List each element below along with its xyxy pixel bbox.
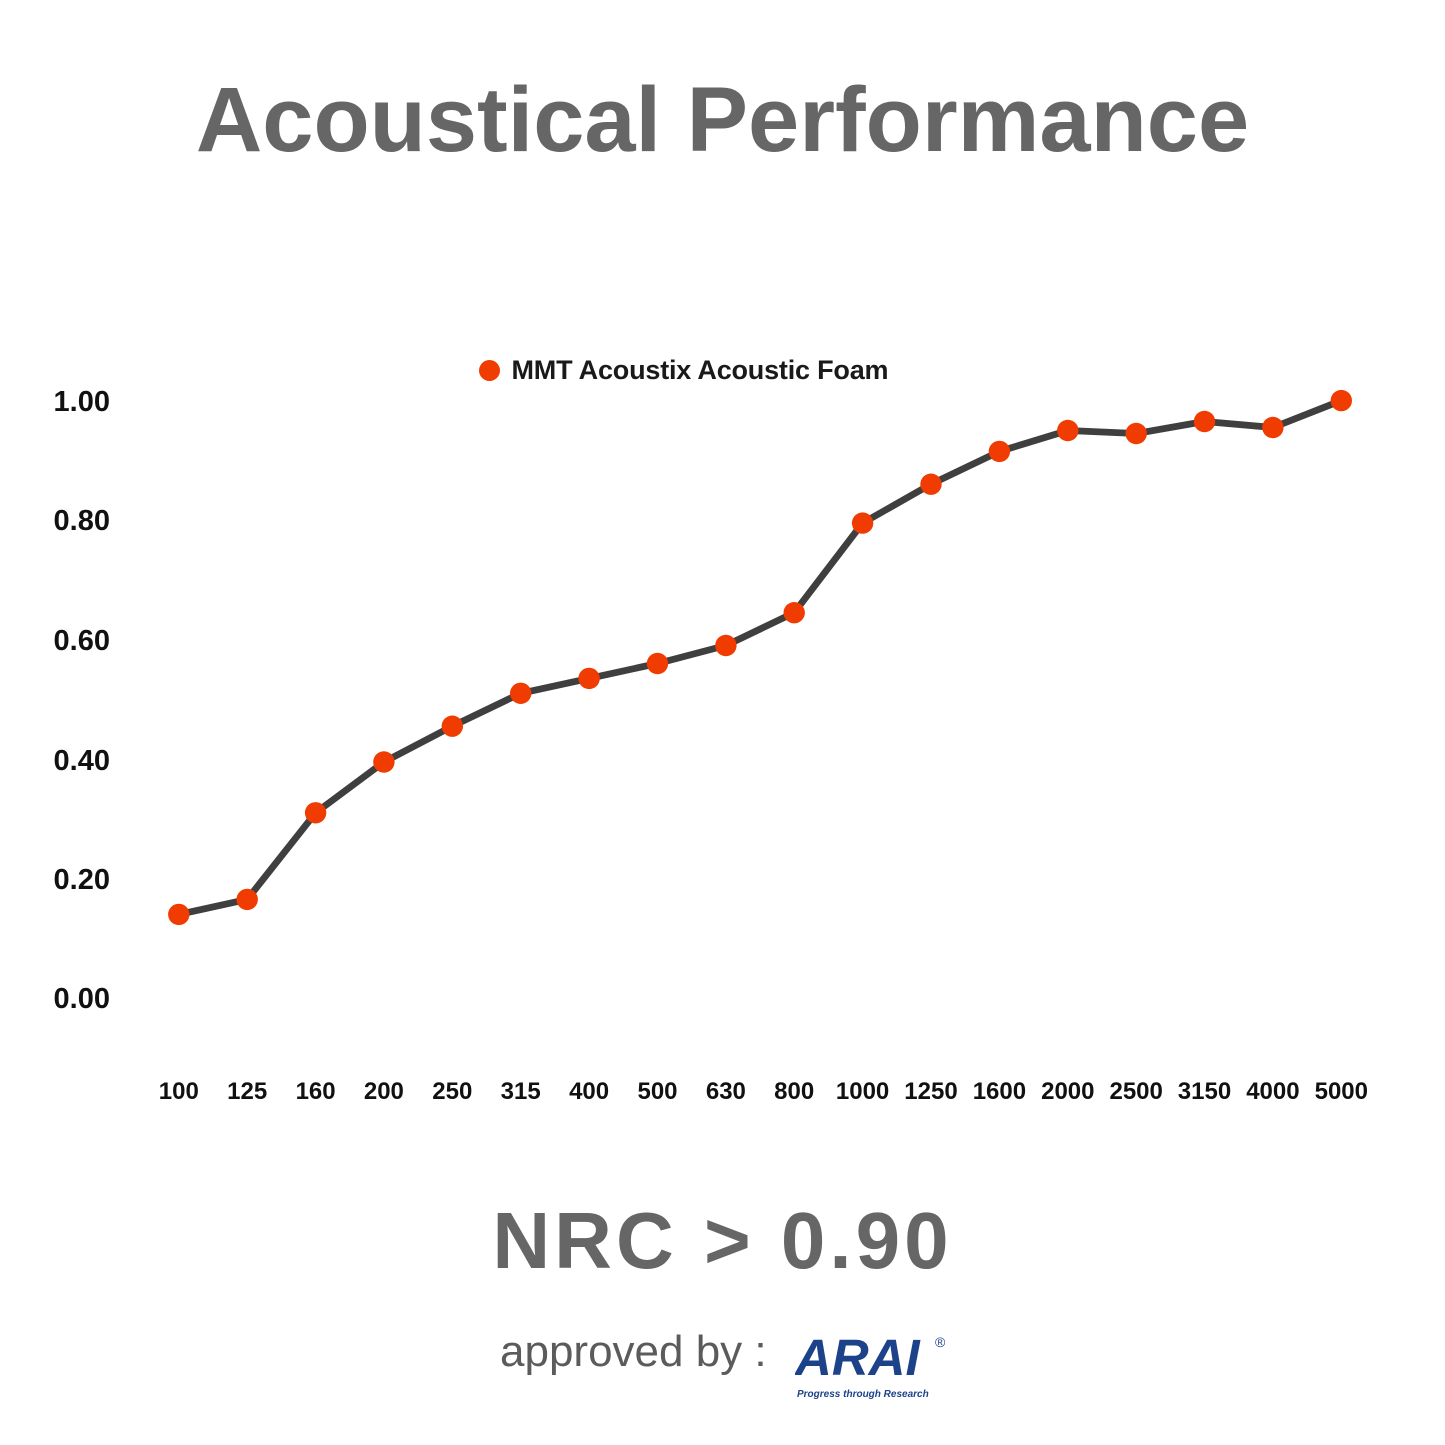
svg-text:®: ® bbox=[935, 1334, 946, 1350]
svg-text:ARAI: ARAI bbox=[795, 1329, 921, 1386]
svg-text:Progress through Research: Progress through Research bbox=[797, 1389, 929, 1400]
